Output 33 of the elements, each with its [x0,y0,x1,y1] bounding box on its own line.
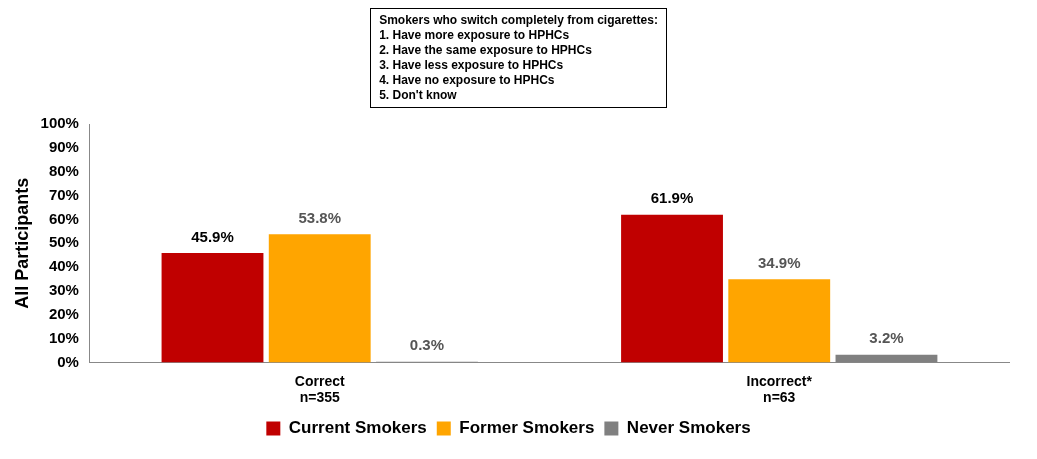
y-tick-label: 30% [48,281,79,299]
text: 34.9% [757,253,801,271]
legend-label: Current Smokers [288,418,427,438]
text: Smokers who switch completely from cigarettes: [379,13,658,28]
bar [621,214,723,363]
y-tick-label: 0% [57,352,79,370]
y-tick-label: 10% [48,328,79,346]
text: 61.9% [650,189,694,207]
x-tick-label: Incorrect* n=63 [746,372,813,406]
bar [268,234,371,363]
y-tick-label: 70% [48,185,79,203]
x-tick-label: Correct n=355 [294,372,345,406]
y-axis-title: All Participants [11,177,32,309]
legend-label: Former Smokers [459,418,595,438]
y-tick-label: 90% [48,137,79,155]
text: 1. Have more exposure to HPHCs [379,28,571,43]
bar [728,279,831,363]
text: 5. Don't know [379,88,458,103]
text: 3. Have less exposure to HPHCs [379,58,565,73]
y-tick-label: 100% [40,114,79,132]
text: 2. Have the same exposure to HPHCs [379,43,593,58]
text: 3.2% [869,329,904,347]
bar [161,252,264,363]
legend-label: Never Smokers [626,418,751,438]
text: 45.9% [191,227,234,245]
text: 53.8% [298,208,341,226]
y-tick-label: 20% [48,304,79,322]
text: 4. Have no exposure to HPHCs [379,73,556,88]
y-tick-label: 50% [48,233,79,251]
y-tick-label: 40% [48,257,79,275]
y-tick-label: 80% [48,161,79,179]
y-tick-label: 60% [48,209,79,227]
text: 0.3% [409,336,445,354]
